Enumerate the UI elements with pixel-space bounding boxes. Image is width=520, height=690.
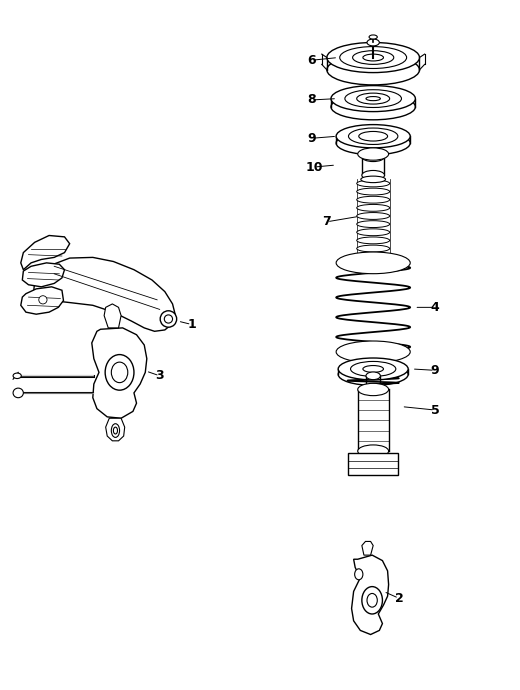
Ellipse shape — [357, 93, 389, 104]
Ellipse shape — [366, 97, 381, 101]
Text: 3: 3 — [155, 369, 164, 382]
Polygon shape — [352, 555, 388, 635]
Ellipse shape — [357, 237, 389, 244]
Text: 1: 1 — [187, 318, 196, 331]
Ellipse shape — [331, 86, 415, 112]
Ellipse shape — [164, 315, 173, 323]
Polygon shape — [104, 304, 121, 328]
Ellipse shape — [357, 245, 389, 252]
Ellipse shape — [340, 47, 407, 68]
Ellipse shape — [369, 35, 378, 39]
Ellipse shape — [363, 54, 383, 61]
Ellipse shape — [338, 358, 408, 380]
Text: 9: 9 — [307, 132, 316, 145]
Polygon shape — [106, 418, 125, 441]
Text: 4: 4 — [431, 301, 439, 314]
Ellipse shape — [357, 221, 389, 228]
Text: 6: 6 — [307, 54, 316, 67]
Ellipse shape — [358, 148, 388, 160]
Text: 2: 2 — [395, 592, 404, 604]
Polygon shape — [21, 235, 70, 270]
Ellipse shape — [336, 341, 410, 363]
Ellipse shape — [160, 310, 177, 327]
Ellipse shape — [366, 386, 381, 393]
Polygon shape — [21, 287, 63, 314]
Text: 10: 10 — [305, 161, 323, 174]
Ellipse shape — [359, 132, 387, 141]
Ellipse shape — [357, 180, 389, 187]
Ellipse shape — [348, 128, 398, 144]
Ellipse shape — [357, 196, 389, 203]
Ellipse shape — [361, 176, 385, 183]
Ellipse shape — [357, 204, 389, 211]
Ellipse shape — [13, 388, 23, 397]
Polygon shape — [22, 263, 64, 287]
Text: 7: 7 — [322, 215, 331, 228]
Ellipse shape — [362, 152, 384, 161]
Ellipse shape — [357, 213, 389, 219]
Polygon shape — [362, 542, 373, 555]
Ellipse shape — [355, 569, 363, 580]
Ellipse shape — [338, 364, 408, 386]
Ellipse shape — [336, 125, 410, 148]
Ellipse shape — [362, 586, 382, 614]
Ellipse shape — [358, 445, 388, 457]
Ellipse shape — [367, 593, 378, 607]
Ellipse shape — [39, 296, 47, 304]
Polygon shape — [92, 328, 147, 418]
Ellipse shape — [362, 170, 384, 180]
Ellipse shape — [350, 362, 396, 377]
Ellipse shape — [327, 55, 420, 85]
Ellipse shape — [363, 366, 383, 373]
Ellipse shape — [345, 90, 401, 108]
Ellipse shape — [357, 188, 389, 195]
Polygon shape — [34, 257, 175, 331]
Text: 5: 5 — [431, 404, 439, 417]
Ellipse shape — [336, 132, 410, 155]
Ellipse shape — [13, 373, 21, 379]
Ellipse shape — [367, 39, 380, 46]
Text: 9: 9 — [431, 364, 439, 377]
Ellipse shape — [105, 355, 134, 390]
Ellipse shape — [366, 372, 381, 380]
Ellipse shape — [353, 50, 394, 64]
Ellipse shape — [111, 424, 120, 437]
Bar — [348, 453, 398, 475]
Ellipse shape — [358, 384, 388, 395]
Ellipse shape — [327, 43, 420, 72]
Ellipse shape — [331, 94, 415, 120]
Ellipse shape — [113, 427, 118, 434]
Ellipse shape — [357, 229, 389, 236]
Ellipse shape — [111, 362, 128, 383]
Text: 8: 8 — [307, 93, 316, 106]
Ellipse shape — [336, 252, 410, 274]
